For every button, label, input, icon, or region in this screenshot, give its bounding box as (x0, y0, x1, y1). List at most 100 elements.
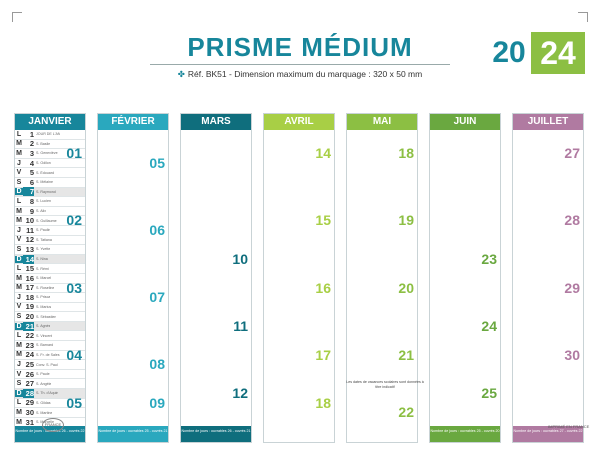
day-letter: M (16, 207, 22, 215)
saint-name: S. Guillaume (36, 218, 57, 223)
day-number: 31 (25, 417, 34, 427)
day-row: M 3 S. Geneviève (15, 149, 85, 159)
week-number: 22 (398, 404, 414, 421)
days-list: 14 15 16 17 18 (264, 130, 334, 427)
day-number: 6 (29, 177, 34, 187)
day-letter: D (15, 389, 23, 397)
week-number: 18 (315, 394, 331, 411)
day-row: D 21 S. Agnès (15, 321, 85, 332)
day-number: 21 (23, 321, 34, 331)
day-number: 3 (29, 148, 34, 158)
year-part-24: 24 (531, 32, 585, 74)
day-number: 20 (25, 312, 34, 322)
year-part-20: 20 (492, 36, 526, 69)
day-letter: M (16, 217, 22, 225)
saint-name: JOUR DE L'AN (36, 132, 61, 137)
day-letter: S (16, 178, 22, 186)
saint-name: S. Alix (36, 209, 46, 214)
day-row: J 25 Conv. S. Paul (15, 360, 85, 370)
day-letter: J (17, 361, 21, 369)
day-letter: M (16, 274, 22, 282)
saint-name: S. Yvette (36, 247, 51, 252)
day-number: 5 (29, 168, 34, 178)
day-number: 10 (25, 216, 34, 226)
day-number: 18 (25, 292, 34, 302)
day-letter: D (15, 188, 23, 196)
day-number: 28 (23, 388, 34, 398)
week-number: 06 (149, 222, 165, 238)
saint-name: S. Nina (36, 257, 48, 262)
day-letter: L (16, 399, 22, 407)
day-row: M 16 S. Marcel (15, 274, 85, 284)
day-row: J 18 S. Prisca (15, 293, 85, 303)
day-number: 8 (29, 196, 34, 206)
day-letter: M (16, 140, 22, 148)
saint-name: S. Prisca (36, 295, 51, 300)
week-number: 21 (398, 346, 414, 363)
day-number: 13 (25, 244, 34, 254)
day-number: 4 (29, 158, 34, 168)
month-juillet: JUILLET 27 28 29 30 Nombre de jours : ouvrabl… (512, 113, 584, 443)
saint-name: S. Mélaine (36, 180, 53, 185)
saint-name: S. Vincent (36, 333, 53, 338)
week-number: 07 (149, 289, 165, 306)
month-header: JUILLET (513, 114, 583, 130)
days-list: 05 06 07 08 09 (98, 130, 168, 427)
month-footer: Nombre de jours : ouvrables 25 - ouvrés … (430, 426, 500, 442)
saint-name: S. Geneviève (36, 151, 58, 156)
week-number: 19 (398, 212, 414, 229)
month-janvier: JANVIER L 1 JOUR DE L'AN M 2 S. Basile M 3 S. Gen… (14, 113, 86, 443)
day-number: 30 (25, 408, 34, 418)
week-number: 23 (481, 250, 497, 267)
month-juin: JUIN23242526Nombre de jours : ouvrables … (429, 113, 501, 443)
day-row: D 7 S. Raymond (15, 187, 85, 198)
day-row: J 4 S. Odilon (15, 159, 85, 169)
day-number: 27 (25, 379, 34, 389)
day-number: 11 (26, 225, 34, 235)
saint-name: S. Roseline (36, 285, 55, 290)
saint-name: S. Lucien (36, 199, 51, 204)
day-row: M 9 S. Alix (15, 207, 85, 217)
saint-name: S. Édouard (36, 170, 54, 175)
week-number: 16 (315, 279, 331, 296)
day-number: 14 (23, 254, 34, 264)
saint-name: S. Rémi (36, 266, 49, 271)
day-row: M 23 S. Barnard (15, 341, 85, 351)
month-mars: MARS10111213Nombre de jours : ouvrables … (180, 113, 252, 443)
day-number: 9 (29, 206, 34, 216)
week-number: 24 (481, 318, 497, 334)
week-number: 05 (149, 154, 165, 171)
week-number: 27 (564, 145, 580, 162)
day-number: 17 (25, 283, 34, 293)
day-letter: M (16, 418, 22, 426)
day-letter: M (16, 409, 22, 417)
days-list: 18 19 20 21 22 (347, 130, 417, 427)
day-letter: S (16, 245, 22, 253)
day-row: M 17 S. Roseline (15, 283, 85, 294)
day-letter: M (16, 149, 22, 157)
week-number: 08 (149, 356, 165, 373)
day-row: V 26 S. Paule (15, 370, 85, 380)
saint-name: S. Th. d'Aquin (36, 391, 59, 396)
day-letter: M (16, 341, 22, 349)
day-number: 12 (25, 235, 34, 245)
month-header: MAI (347, 114, 417, 130)
saint-name: S. Paule (36, 372, 50, 377)
week-number: 04 (66, 346, 82, 363)
crop-mark-top-left (12, 12, 22, 22)
saint-name: S. Marcel (36, 276, 52, 281)
day-row: J 11 S. Paulin (15, 226, 85, 236)
reference-text: Réf. BK51 - Dimension maximum du marquag… (187, 69, 423, 79)
saint-name: S. Odilon (36, 161, 51, 166)
month-header: JUIN (430, 114, 500, 130)
day-letter: D (15, 322, 23, 330)
france-stamp: FRANCE (42, 418, 64, 432)
day-letter: L (16, 265, 22, 273)
day-number: 1 (29, 130, 34, 139)
week-number: 29 (564, 279, 580, 296)
day-letter: M (16, 284, 22, 292)
saint-name: S. Agnès (36, 324, 51, 329)
week-number: 02 (66, 212, 82, 229)
day-number: 29 (25, 398, 34, 408)
day-number: 22 (25, 331, 34, 341)
